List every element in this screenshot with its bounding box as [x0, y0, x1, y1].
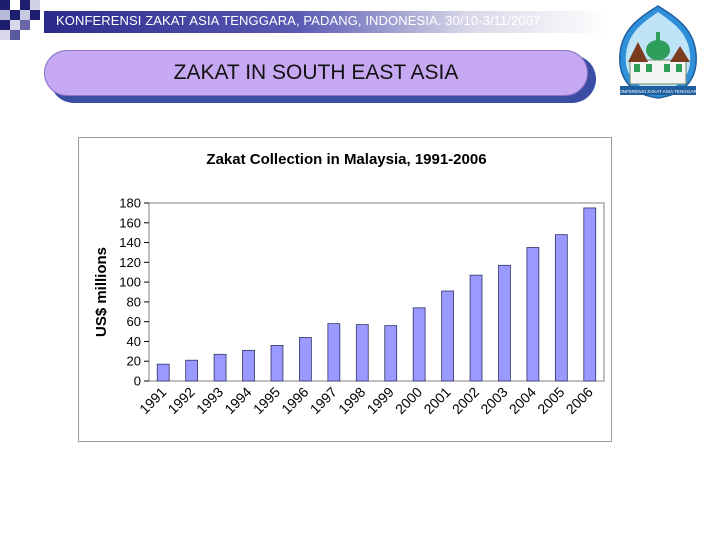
decor-square-13 — [10, 30, 20, 40]
y-tick-label: 20 — [127, 354, 141, 369]
x-tick-label: 2006 — [563, 384, 596, 417]
x-tick-label: 1996 — [278, 384, 311, 417]
x-tick-label: 2000 — [392, 384, 425, 417]
bar — [299, 337, 312, 382]
conference-header-text: KONFERENSI ZAKAT ASIA TENGGARA, PADANG, … — [56, 13, 541, 28]
x-tick-label: 2004 — [506, 384, 539, 417]
x-tick-label: 2001 — [420, 384, 453, 417]
x-tick-label: 1995 — [250, 384, 283, 417]
bar — [498, 264, 511, 382]
bar — [583, 207, 597, 382]
slide-title: ZAKAT IN SOUTH EAST ASIA — [173, 61, 459, 84]
y-tick-label: 60 — [127, 314, 141, 329]
bar — [441, 290, 454, 382]
decor-square-8 — [30, 10, 40, 20]
y-tick-label: 40 — [127, 334, 141, 349]
x-tick-label: 1992 — [164, 384, 197, 417]
decor-square-4 — [30, 0, 40, 10]
bar — [327, 323, 341, 382]
decor-square-1 — [0, 0, 10, 10]
bar — [469, 274, 483, 382]
decor-square-5 — [0, 10, 10, 20]
y-tick-label: 0 — [134, 374, 141, 389]
bar-chart: Zakat Collection in Malaysia, 1991-2006 0… — [93, 151, 605, 417]
bar — [526, 247, 540, 382]
y-tick-label: 80 — [127, 294, 141, 309]
decor-square-10 — [10, 20, 20, 30]
x-tick-label: 1991 — [136, 384, 169, 417]
y-tick-label: 140 — [119, 235, 141, 250]
y-tick-label: 100 — [119, 275, 141, 290]
y-tick-label: 180 — [119, 196, 141, 211]
bar — [213, 353, 227, 382]
bar — [412, 307, 426, 382]
x-tick-label: 2005 — [534, 384, 567, 417]
bar — [242, 349, 255, 382]
decor-square-7 — [20, 10, 30, 20]
x-tick-label: 1993 — [193, 384, 226, 417]
header-bar — [44, 11, 610, 33]
x-tick-label: 2002 — [449, 384, 482, 417]
x-tick-label: 1994 — [221, 384, 254, 417]
bar — [384, 325, 398, 382]
x-tick-label: 1999 — [363, 384, 396, 417]
mosque-logo-icon: KONFERENSI ZAKAT ASIA TENGGARA — [616, 5, 701, 99]
x-tick-label: 1998 — [335, 384, 368, 417]
x-tick-label: 2003 — [477, 384, 510, 417]
y-tick-label: 120 — [119, 255, 141, 270]
y-tick-label: 160 — [119, 215, 141, 230]
decor-square-2 — [10, 0, 20, 10]
chart-title: Zakat Collection in Malaysia, 1991-2006 — [206, 151, 486, 168]
decor-square-3 — [20, 0, 30, 10]
bar — [156, 363, 170, 382]
decor-square-6 — [10, 10, 20, 20]
bar — [185, 359, 199, 382]
title-pill — [44, 50, 588, 96]
bar — [355, 324, 369, 382]
bar — [554, 234, 568, 382]
decor-square-9 — [0, 20, 10, 30]
decor-square-12 — [0, 30, 10, 40]
x-tick-label: 1997 — [307, 384, 340, 417]
decor-square-11 — [20, 20, 30, 30]
logo-caption: KONFERENSI ZAKAT ASIA TENGGARA — [616, 89, 701, 94]
bar — [270, 344, 284, 382]
y-axis-label: US$ millions — [93, 247, 110, 337]
